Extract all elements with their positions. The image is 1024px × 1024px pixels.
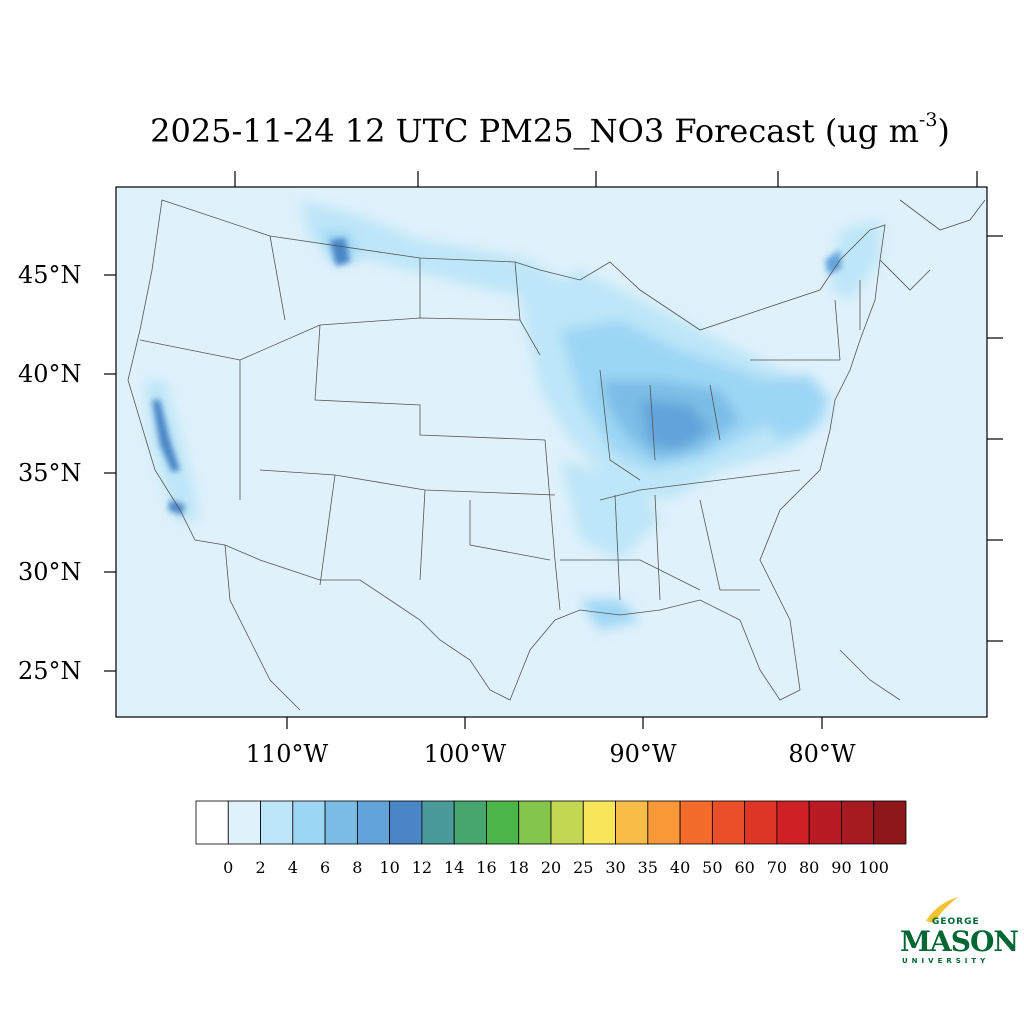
colorbar-swatch xyxy=(776,800,810,845)
colorbar-label: 25 xyxy=(573,858,594,877)
colorbar-label: 2 xyxy=(255,858,266,877)
lon-label-100: 100°W xyxy=(423,740,507,768)
logo-swoosh-icon xyxy=(926,897,958,923)
colorbar-swatch xyxy=(389,800,423,845)
colorbar-label: 18 xyxy=(508,858,529,877)
lon-label-80: 80°W xyxy=(788,740,856,768)
colorbar-label: 50 xyxy=(702,858,723,877)
colorbar-swatch xyxy=(453,800,487,845)
colorbar-label: 70 xyxy=(766,858,788,877)
lat-label-35: 35°N xyxy=(18,459,82,487)
lat-label-25: 25°N xyxy=(18,657,82,685)
colorbar-swatch xyxy=(841,800,875,845)
colorbar-swatch xyxy=(873,800,907,845)
colorbar-swatch xyxy=(679,800,713,845)
state-boundaries xyxy=(127,199,886,701)
colorbar-label: 14 xyxy=(443,858,465,877)
gmu-logo: GEORGE MASON UNIVERSITY xyxy=(896,895,1019,970)
colorbar-label: 12 xyxy=(411,858,433,877)
coastline xyxy=(224,199,986,711)
colorbar-label: 0 xyxy=(223,858,234,877)
title-close: ) xyxy=(937,112,950,150)
colorbar-swatch xyxy=(518,800,552,845)
lat-label-45: 45°N xyxy=(18,261,82,289)
lon-label-110: 110°W xyxy=(245,740,329,768)
colorbar-label: 40 xyxy=(669,858,691,877)
colorbar-swatch xyxy=(195,800,229,845)
colorbar-swatch xyxy=(486,800,520,845)
axis-ticks xyxy=(104,171,1003,729)
title-text: 2025-11-24 12 UTC PM25_NO3 Forecast (ug … xyxy=(150,112,919,150)
colorbar-label: 10 xyxy=(379,858,400,877)
chart-title: 2025-11-24 12 UTC PM25_NO3 Forecast (ug … xyxy=(0,109,1024,150)
colorbar-label: 35 xyxy=(637,858,658,877)
colorbar-label: 16 xyxy=(476,858,497,877)
colorbar-swatch xyxy=(550,800,584,845)
title-superscript: -3 xyxy=(918,109,938,132)
map-frame xyxy=(115,186,988,718)
colorbar-label: 90 xyxy=(831,858,852,877)
colorbar-swatch xyxy=(292,800,326,845)
colorbar-swatch xyxy=(647,800,681,845)
colorbar-swatch xyxy=(808,800,842,845)
colorbar-swatch xyxy=(421,800,455,845)
colorbar-label: 8 xyxy=(352,858,363,877)
colorbar-swatch xyxy=(744,800,778,845)
colorbar-swatch xyxy=(582,800,616,845)
colorbar-label: 30 xyxy=(605,858,626,877)
logo-line-mason: MASON xyxy=(900,925,1019,958)
colorbar-swatch xyxy=(260,800,294,845)
lon-label-90: 90°W xyxy=(609,740,677,768)
lat-label-30: 30°N xyxy=(18,558,82,586)
colorbar-swatch xyxy=(615,800,649,845)
colorbar-label: 80 xyxy=(798,858,820,877)
colorbar-swatch xyxy=(711,800,746,845)
colorbar-label: 100 xyxy=(858,858,889,877)
colorbar xyxy=(195,800,907,845)
colorbar-swatch xyxy=(324,800,358,845)
colorbar-label: 6 xyxy=(319,858,331,877)
colorbar-label: 20 xyxy=(540,858,562,877)
colorbar-swatch xyxy=(227,800,261,845)
lat-label-40: 40°N xyxy=(18,360,82,388)
logo-line-university: UNIVERSITY xyxy=(902,957,990,965)
colorbar-label: 60 xyxy=(734,858,755,877)
colorbar-label: 4 xyxy=(287,858,298,877)
colorbar-swatch xyxy=(356,800,391,845)
logo-line-george: GEORGE xyxy=(932,917,980,927)
